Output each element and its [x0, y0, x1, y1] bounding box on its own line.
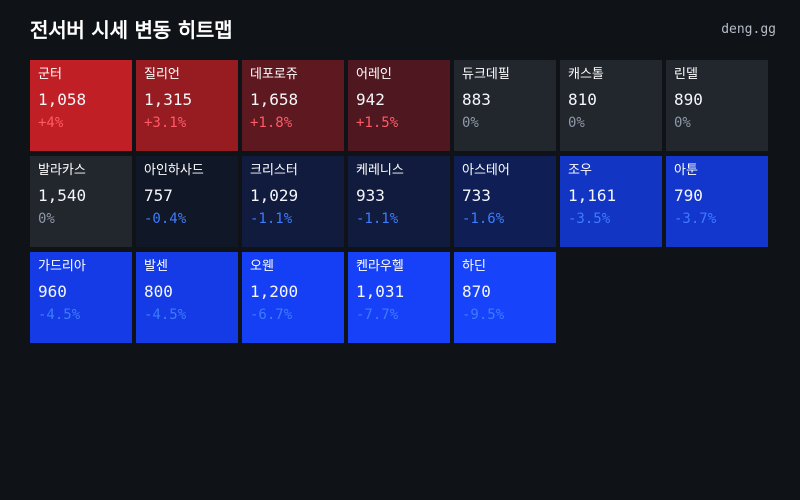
server-tile[interactable]: 캐스톨 810 0% [560, 60, 662, 151]
server-price: 1,161 [568, 186, 617, 205]
server-tile[interactable]: 군터 1,058 +4% [30, 60, 132, 151]
server-tile[interactable]: 아스테어 733 -1.6% [454, 156, 556, 247]
server-price: 933 [356, 186, 385, 205]
server-name: 하딘 [462, 259, 486, 274]
site-brand[interactable]: deng.gg [721, 22, 776, 37]
price-change: 0% [38, 211, 55, 227]
server-tile[interactable]: 발라카스 1,540 0% [30, 156, 132, 247]
server-tile[interactable]: 아툰 790 -3.7% [666, 156, 768, 247]
header: 전서버 시세 변동 히트맵 deng.gg [30, 0, 778, 56]
server-price: 800 [144, 282, 173, 301]
server-price: 790 [674, 186, 703, 205]
price-change: -6.7% [250, 307, 293, 323]
server-tile[interactable]: 발센 800 -4.5% [136, 252, 238, 343]
server-price: 883 [462, 90, 491, 109]
price-change: +4% [38, 115, 64, 131]
price-change: -0.4% [144, 211, 187, 227]
price-change: 0% [462, 115, 479, 131]
server-tile[interactable]: 린델 890 0% [666, 60, 768, 151]
server-name: 크리스터 [250, 163, 298, 178]
price-change: -1.1% [250, 211, 293, 227]
server-name: 케레니스 [356, 163, 404, 178]
server-price: 1,031 [356, 282, 405, 301]
price-change: -4.5% [38, 307, 81, 323]
server-tile[interactable]: 아인하사드 757 -0.4% [136, 156, 238, 247]
server-price: 942 [356, 90, 385, 109]
server-name: 군터 [38, 67, 62, 82]
server-tile[interactable]: 조우 1,161 -3.5% [560, 156, 662, 247]
server-tile[interactable]: 켄라우헬 1,031 -7.7% [348, 252, 450, 343]
price-change: +3.1% [144, 115, 187, 131]
heatmap-grid: 군터 1,058 +4% 질리언 1,315 +3.1% 데포로쥬 1,658 +1.8% 어레인… [30, 60, 768, 344]
server-tile[interactable]: 가드리아 960 -4.5% [30, 252, 132, 343]
server-price: 733 [462, 186, 491, 205]
server-name: 데포로쥬 [250, 67, 298, 82]
server-name: 아툰 [674, 163, 698, 178]
server-price: 810 [568, 90, 597, 109]
server-price: 1,540 [38, 186, 87, 205]
server-name: 발센 [144, 259, 168, 274]
price-change: +1.5% [356, 115, 399, 131]
server-name: 아스테어 [462, 163, 510, 178]
server-tile[interactable]: 어레인 942 +1.5% [348, 60, 450, 151]
server-price: 757 [144, 186, 173, 205]
server-price: 1,658 [250, 90, 299, 109]
server-name: 가드리아 [38, 259, 86, 274]
server-name: 조우 [568, 163, 592, 178]
price-change: -4.5% [144, 307, 187, 323]
server-tile[interactable]: 듀크데필 883 0% [454, 60, 556, 151]
server-name: 오웬 [250, 259, 274, 274]
server-price: 1,029 [250, 186, 299, 205]
price-change: 0% [568, 115, 585, 131]
server-price: 1,058 [38, 90, 87, 109]
server-tile[interactable]: 오웬 1,200 -6.7% [242, 252, 344, 343]
server-name: 켄라우헬 [356, 259, 404, 274]
server-name: 어레인 [356, 67, 392, 82]
price-change: -3.7% [674, 211, 717, 227]
server-name: 질리언 [144, 67, 180, 82]
price-change: -1.6% [462, 211, 505, 227]
price-change: 0% [674, 115, 691, 131]
server-price: 1,315 [144, 90, 193, 109]
server-name: 린델 [674, 67, 698, 82]
server-price: 890 [674, 90, 703, 109]
server-tile[interactable]: 하딘 870 -9.5% [454, 252, 556, 343]
server-name: 아인하사드 [144, 163, 204, 178]
price-change: +1.8% [250, 115, 293, 131]
price-change: -9.5% [462, 307, 505, 323]
server-price: 1,200 [250, 282, 299, 301]
page-title: 전서버 시세 변동 히트맵 [30, 18, 233, 42]
server-price: 870 [462, 282, 491, 301]
server-price: 960 [38, 282, 67, 301]
server-tile[interactable]: 크리스터 1,029 -1.1% [242, 156, 344, 247]
price-change: -1.1% [356, 211, 399, 227]
server-name: 듀크데필 [462, 67, 510, 82]
server-tile[interactable]: 질리언 1,315 +3.1% [136, 60, 238, 151]
server-name: 캐스톨 [568, 67, 604, 82]
server-tile[interactable]: 케레니스 933 -1.1% [348, 156, 450, 247]
server-name: 발라카스 [38, 163, 86, 178]
price-change: -3.5% [568, 211, 611, 227]
server-tile[interactable]: 데포로쥬 1,658 +1.8% [242, 60, 344, 151]
price-change: -7.7% [356, 307, 399, 323]
